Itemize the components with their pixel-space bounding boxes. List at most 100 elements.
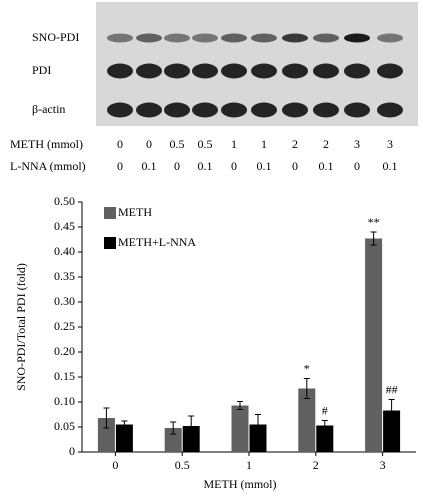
blot-row-label: β-actin [32,102,65,116]
x-tick-label: 3 [380,458,386,472]
condition-value: 0 [292,159,298,173]
condition-value: 1 [261,137,267,151]
blot-band [136,63,162,79]
blot-band [192,102,218,118]
error-bar [303,378,310,399]
blot-band [164,63,190,79]
significance-label: ** [368,215,380,229]
condition-value: 0.1 [198,159,213,173]
bar [316,425,334,452]
y-tick-label: 0.20 [54,344,75,358]
condition-value: 0.5 [170,137,185,151]
condition-value: 0.1 [383,159,398,173]
x-axis-label: METH (mmol) [204,477,277,491]
y-tick-label: 0.45 [54,219,75,233]
error-bar [255,414,261,435]
blot-band [282,102,308,118]
blot-band [313,33,339,43]
blot-band [251,102,277,118]
condition-label: L-NNA (mmol) [10,159,86,173]
condition-value: 3 [387,137,393,151]
y-tick-label: 0.35 [54,269,75,283]
x-tick-label: 0.5 [175,458,190,472]
y-tick-label: 0.30 [54,294,75,308]
blot-band [136,33,162,43]
legend-label: METH [118,205,152,219]
bar [383,410,401,452]
blot-band [377,63,403,79]
y-tick-label: 0.05 [54,419,75,433]
blot-band [344,33,370,43]
bar [298,388,316,452]
condition-value: 0.1 [257,159,272,173]
blot-band [377,33,403,43]
y-tick-label: 0.10 [54,394,75,408]
blot-band [107,63,133,79]
blot-band [221,102,247,118]
condition-value: 0 [354,159,360,173]
y-axis-label: SNO-PDI/Total PDI (fold) [14,263,28,391]
error-bar [103,407,110,429]
blot-band [313,102,339,118]
condition-value: 0.1 [319,159,334,173]
bar [182,426,200,452]
blot-band [192,63,218,79]
condition-value: 0 [117,159,123,173]
error-bar [321,420,328,431]
blot-band [377,102,403,118]
y-tick-label: 0.50 [54,194,75,208]
bar [249,424,267,452]
y-tick-label: 0.15 [54,369,75,383]
blot-band [192,33,218,43]
blot-band [221,33,247,43]
error-bar [170,421,177,435]
blot-row-label: PDI [32,63,51,77]
x-tick-label: 0 [112,458,118,472]
y-tick-label: 0 [69,444,75,458]
blot-band [344,63,370,79]
significance-label: # [322,403,328,417]
blot-band [107,33,133,43]
condition-value: 3 [354,137,360,151]
condition-value: 0 [117,137,123,151]
blot-band [313,63,339,79]
condition-value: 0 [146,137,152,151]
error-bar [237,401,243,410]
blot-band [282,33,308,43]
bar [365,238,383,452]
blot-band [251,63,277,79]
condition-value: 0 [174,159,180,173]
condition-value: 0.5 [198,137,213,151]
y-tick-label: 0.25 [54,319,75,333]
blot-band [221,63,247,79]
blot-band [136,102,162,118]
blot-row-label: SNO-PDI [32,30,79,44]
blot-band [344,102,370,118]
blot-band [164,33,190,43]
x-tick-label: 1 [246,458,252,472]
significance-label: * [304,361,310,375]
bar [97,418,115,452]
bar [231,405,249,452]
legend-swatch [104,207,116,219]
condition-value: 0 [231,159,237,173]
error-bar [388,399,395,422]
condition-label: METH (mmol) [10,137,83,151]
x-tick-label: 2 [313,458,319,472]
blot-band [107,102,133,118]
error-bar [121,420,128,429]
blot-band [251,33,277,43]
legend-label: METH+L-NNA [118,235,196,249]
bar [115,424,133,452]
error-bar [370,231,377,246]
condition-value: 0.1 [142,159,157,173]
condition-value: 1 [231,137,237,151]
blot-band [164,102,190,118]
blot-band [282,63,308,79]
y-tick-label: 0.40 [54,244,75,258]
condition-value: 2 [323,137,329,151]
legend-swatch [104,237,116,249]
significance-label: ## [386,382,398,396]
error-bar [188,415,195,437]
